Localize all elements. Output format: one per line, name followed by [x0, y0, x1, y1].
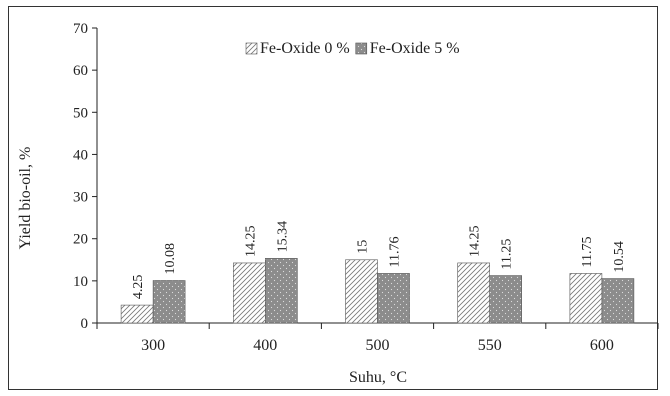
y-tick-label: 20	[73, 232, 88, 248]
data-label: 11.25	[500, 239, 515, 270]
axes: 0 10 20 30 40 50 60 70 300 400 500 550 600	[73, 21, 659, 354]
y-axis-title: Yield bio-oil, %	[17, 147, 34, 250]
bar-fe-oxide-5-550	[489, 275, 523, 324]
x-tick-label: 300	[141, 337, 165, 354]
legend-label: Fe-Oxide 0 %	[260, 40, 350, 57]
y-tick-label: 40	[73, 147, 88, 163]
x-tick-label: 400	[253, 337, 277, 354]
data-label: 10.08	[163, 243, 178, 275]
x-axis-title: Suhu, °C	[349, 369, 407, 386]
bars-group	[120, 258, 635, 324]
x-tick-label: 500	[366, 337, 390, 354]
data-label: 11.75	[580, 236, 595, 267]
data-label: 15.34	[275, 221, 290, 253]
bar-fe-oxide-5-600	[601, 278, 635, 324]
legend-swatch-fe-oxide-5	[355, 42, 368, 55]
y-tick-label: 0	[81, 316, 89, 332]
legend-swatch-fe-oxide-0	[245, 42, 258, 55]
data-label: 11.76	[388, 236, 403, 267]
bar-fe-oxide-5-500	[377, 273, 410, 324]
data-label: 4.25	[131, 275, 146, 300]
chart-frame	[8, 6, 658, 390]
data-labels-group: 4.25 10.08 14.25 15.34 15 11.76 14.25 11.25 11.7…	[131, 221, 627, 299]
bar-fe-oxide-5-300	[152, 280, 186, 324]
x-tick-label: 600	[590, 337, 614, 354]
bar-fe-oxide-5-400	[264, 258, 298, 324]
bar-fe-oxide-0-600	[569, 273, 603, 324]
bar-fe-oxide-0-400	[233, 262, 266, 324]
bar-fe-oxide-0-550	[457, 262, 491, 324]
legend-label: Fe-Oxide 5 %	[370, 40, 460, 57]
y-tick-label: 60	[73, 63, 88, 79]
y-tick-label: 10	[73, 274, 88, 290]
data-label: 14.25	[243, 225, 258, 256]
y-tick-label: 70	[73, 21, 88, 37]
data-label: 10.54	[612, 241, 627, 273]
data-label: 15	[356, 240, 371, 254]
data-label: 14.25	[468, 225, 483, 257]
y-tick-label: 50	[73, 105, 88, 121]
x-tick-label: 550	[478, 337, 502, 354]
bar-fe-oxide-0-500	[345, 259, 378, 324]
bar-fe-oxide-0-300	[120, 304, 154, 324]
y-tick-label: 30	[73, 190, 88, 206]
legend: Fe-Oxide 0 % Fe-Oxide 5 %	[245, 40, 460, 57]
